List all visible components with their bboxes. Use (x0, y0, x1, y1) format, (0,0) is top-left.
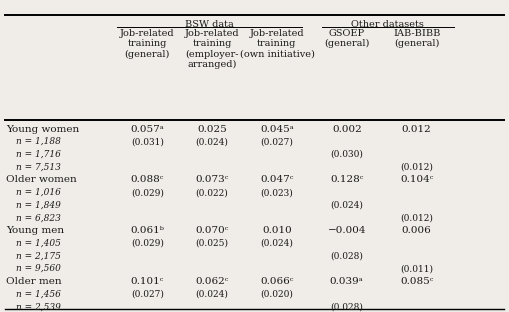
Text: (0.012): (0.012) (400, 162, 433, 171)
Text: (0.029): (0.029) (131, 188, 164, 197)
Text: 0.039ᵃ: 0.039ᵃ (330, 277, 364, 286)
Text: 0.073ᶜ: 0.073ᶜ (195, 175, 229, 184)
Text: 0.012: 0.012 (402, 124, 432, 134)
Text: Job-related
training
(employer-
arranged): Job-related training (employer- arranged… (185, 29, 239, 69)
Text: 0.085ᶜ: 0.085ᶜ (400, 277, 433, 286)
Text: 0.045ᵃ: 0.045ᵃ (260, 124, 294, 134)
Text: (0.022): (0.022) (196, 188, 229, 197)
Text: Job-related
training
(general): Job-related training (general) (120, 29, 175, 59)
Text: (0.024): (0.024) (261, 239, 293, 248)
Text: n = 6,823: n = 6,823 (16, 213, 61, 222)
Text: 0.070ᶜ: 0.070ᶜ (195, 227, 229, 235)
Text: −0.004: −0.004 (327, 227, 366, 235)
Text: n = 2,175: n = 2,175 (16, 251, 61, 261)
Text: (0.025): (0.025) (195, 239, 229, 248)
Text: 0.025: 0.025 (197, 124, 227, 134)
Text: n = 1,405: n = 1,405 (16, 239, 61, 248)
Text: Older men: Older men (6, 277, 62, 286)
Text: 0.057ᵃ: 0.057ᵃ (130, 124, 164, 134)
Text: n = 1,849: n = 1,849 (16, 201, 61, 210)
Text: n = 9,560: n = 9,560 (16, 264, 61, 273)
Text: 0.128ᶜ: 0.128ᶜ (330, 175, 363, 184)
Text: n = 7,513: n = 7,513 (16, 162, 61, 171)
Text: (0.027): (0.027) (261, 137, 293, 146)
Text: Job-related
training
(own initiative): Job-related training (own initiative) (240, 29, 315, 59)
Text: Young women: Young women (6, 124, 79, 134)
Text: BSW data: BSW data (185, 20, 234, 29)
Text: GSOEP
(general): GSOEP (general) (324, 29, 370, 48)
Text: (0.024): (0.024) (195, 290, 229, 299)
Text: (0.011): (0.011) (400, 264, 433, 273)
Text: n = 1,188: n = 1,188 (16, 137, 61, 146)
Text: (0.031): (0.031) (131, 137, 164, 146)
Text: 0.104ᶜ: 0.104ᶜ (400, 175, 433, 184)
Text: n = 1,716: n = 1,716 (16, 150, 61, 159)
Text: (0.020): (0.020) (261, 290, 293, 299)
Text: (0.028): (0.028) (330, 302, 363, 311)
Text: Young men: Young men (6, 227, 64, 235)
Text: n = 1,456: n = 1,456 (16, 290, 61, 299)
Text: 0.047ᶜ: 0.047ᶜ (260, 175, 294, 184)
Text: 0.006: 0.006 (402, 227, 432, 235)
Text: (0.027): (0.027) (131, 290, 164, 299)
Text: (0.029): (0.029) (131, 239, 164, 248)
Text: (0.024): (0.024) (330, 201, 363, 210)
Text: 0.101ᶜ: 0.101ᶜ (131, 277, 164, 286)
Text: IAB-BIBB
(general): IAB-BIBB (general) (393, 29, 440, 48)
Text: 0.010: 0.010 (262, 227, 292, 235)
Text: (0.028): (0.028) (330, 251, 363, 261)
Text: (0.024): (0.024) (195, 137, 229, 146)
Text: 0.088ᶜ: 0.088ᶜ (131, 175, 164, 184)
Text: 0.066ᶜ: 0.066ᶜ (260, 277, 294, 286)
Text: n = 2,539: n = 2,539 (16, 302, 61, 311)
Text: Older women: Older women (6, 175, 77, 184)
Text: 0.062ᶜ: 0.062ᶜ (195, 277, 229, 286)
Text: 0.061ᵇ: 0.061ᵇ (130, 227, 164, 235)
Text: (0.030): (0.030) (330, 150, 363, 159)
Text: (0.012): (0.012) (400, 213, 433, 222)
Text: Other datasets: Other datasets (352, 20, 425, 29)
Text: 0.002: 0.002 (332, 124, 362, 134)
Text: (0.023): (0.023) (261, 188, 293, 197)
Text: n = 1,016: n = 1,016 (16, 188, 61, 197)
